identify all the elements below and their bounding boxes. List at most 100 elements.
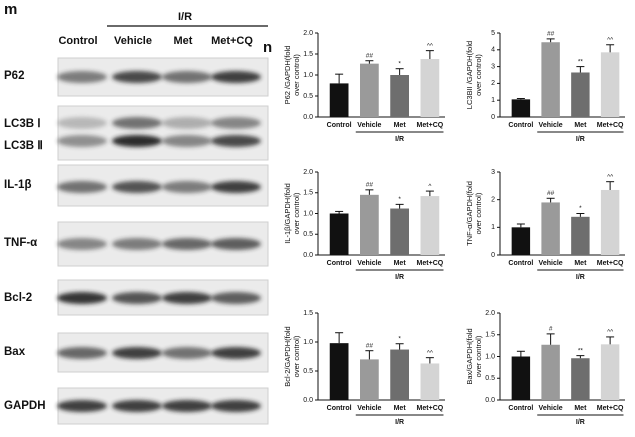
band — [162, 117, 212, 129]
bar — [571, 216, 590, 255]
band — [162, 400, 212, 412]
x-tick-label: Met — [394, 405, 407, 412]
band — [162, 347, 212, 359]
panel-label: m — [4, 1, 17, 18]
lane-label: Met+CQ — [211, 35, 253, 47]
y-tick-label: 0.0 — [485, 397, 495, 404]
bar — [600, 189, 620, 255]
significance-label: ## — [366, 182, 374, 189]
bar — [600, 344, 620, 400]
error-bar — [546, 197, 555, 203]
protein-label: IL-1β — [4, 179, 31, 191]
error-bar — [606, 336, 615, 345]
y-tick-label: 1 — [491, 97, 495, 104]
error-bar — [516, 98, 525, 100]
y-tick-label: 1.0 — [303, 72, 313, 79]
bar — [541, 344, 560, 400]
y-axis-label: IL-1β/GAPDH(fold — [283, 183, 292, 244]
y-tick-label: 1.5 — [303, 190, 313, 197]
significance-label: ^^ — [607, 173, 614, 180]
group-label: I/R — [395, 274, 404, 281]
band — [57, 347, 107, 359]
band — [162, 71, 212, 83]
group-label: I/R — [576, 274, 585, 281]
band — [211, 400, 261, 412]
error-bar — [395, 343, 404, 350]
y-axis-label: LC3BII /GAPDH(fold — [465, 41, 474, 109]
band — [162, 292, 212, 304]
bar — [329, 343, 349, 400]
x-tick-label: Control — [508, 122, 533, 129]
y-axis-label: over control) — [292, 335, 301, 377]
y-tick-label: 4 — [491, 47, 495, 54]
lane-label: Control — [58, 35, 97, 47]
x-tick-label: Vehicle — [357, 122, 381, 129]
y-tick-label: 3 — [491, 63, 495, 70]
bar — [541, 42, 560, 117]
band — [112, 238, 162, 250]
error-bar — [606, 44, 615, 53]
error-bar — [546, 333, 555, 345]
bar — [571, 72, 590, 117]
bar — [390, 349, 410, 400]
band — [162, 181, 212, 193]
y-tick-label: 0.0 — [303, 252, 313, 259]
y-tick-label: 1.0 — [303, 339, 313, 346]
y-tick-label: 0 — [491, 252, 495, 259]
band — [57, 400, 107, 412]
significance-label: ^ — [428, 183, 432, 190]
error-bar — [576, 355, 585, 359]
y-tick-label: 0 — [491, 114, 495, 121]
band — [112, 135, 162, 147]
y-tick-label: 1.0 — [303, 210, 313, 217]
blot — [57, 57, 269, 425]
y-tick-label: 1.0 — [485, 353, 495, 360]
protein-label: GAPDH — [4, 400, 46, 412]
significance-label: ^^ — [607, 329, 614, 336]
y-tick-label: 0.5 — [303, 93, 313, 100]
group-label: I/R — [395, 136, 404, 143]
y-tick-label: 0.5 — [303, 231, 313, 238]
bar — [390, 75, 410, 117]
error-bar — [606, 181, 615, 190]
y-axis-label: over control) — [292, 192, 301, 234]
y-axis-label: over control) — [474, 335, 483, 377]
band — [57, 71, 107, 83]
bar — [571, 358, 590, 400]
significance-label: ^^ — [607, 36, 614, 43]
y-tick-label: 3 — [491, 169, 495, 176]
lane-label: Met — [174, 35, 193, 47]
x-tick-label: Vehicle — [539, 405, 563, 412]
error-bar — [516, 350, 525, 357]
significance-label: * — [398, 60, 401, 67]
y-tick-label: 1 — [491, 224, 495, 231]
y-axis-label: Bax/GAPDH(fold — [465, 328, 474, 384]
y-tick-label: 5 — [491, 30, 495, 37]
band — [112, 181, 162, 193]
error-bar — [516, 223, 525, 228]
x-tick-label: Met+CQ — [597, 260, 624, 267]
lane-label: Vehicle — [114, 35, 152, 47]
x-tick-label: Met+CQ — [597, 122, 624, 129]
significance-label: ^^ — [427, 42, 434, 49]
protein-label: LC3B Ⅱ — [4, 139, 43, 152]
band — [211, 292, 261, 304]
x-tick-label: Control — [508, 405, 533, 412]
significance-label: ** — [578, 347, 584, 354]
band — [211, 135, 261, 147]
bar — [359, 194, 379, 255]
blot-strip — [57, 105, 269, 161]
x-tick-label: Met+CQ — [597, 405, 624, 412]
bar — [541, 202, 560, 255]
y-tick-label: 2 — [491, 80, 495, 87]
group-label: I/R — [395, 419, 404, 426]
error-bar — [425, 50, 434, 60]
x-tick-label: Met — [574, 405, 587, 412]
bar — [511, 356, 531, 400]
bar — [359, 63, 379, 117]
x-tick-label: Met — [394, 260, 407, 267]
y-tick-label: 2.0 — [303, 30, 313, 37]
bar — [600, 52, 620, 117]
significance-label: ## — [366, 342, 374, 349]
x-tick-label: Met+CQ — [417, 122, 444, 129]
